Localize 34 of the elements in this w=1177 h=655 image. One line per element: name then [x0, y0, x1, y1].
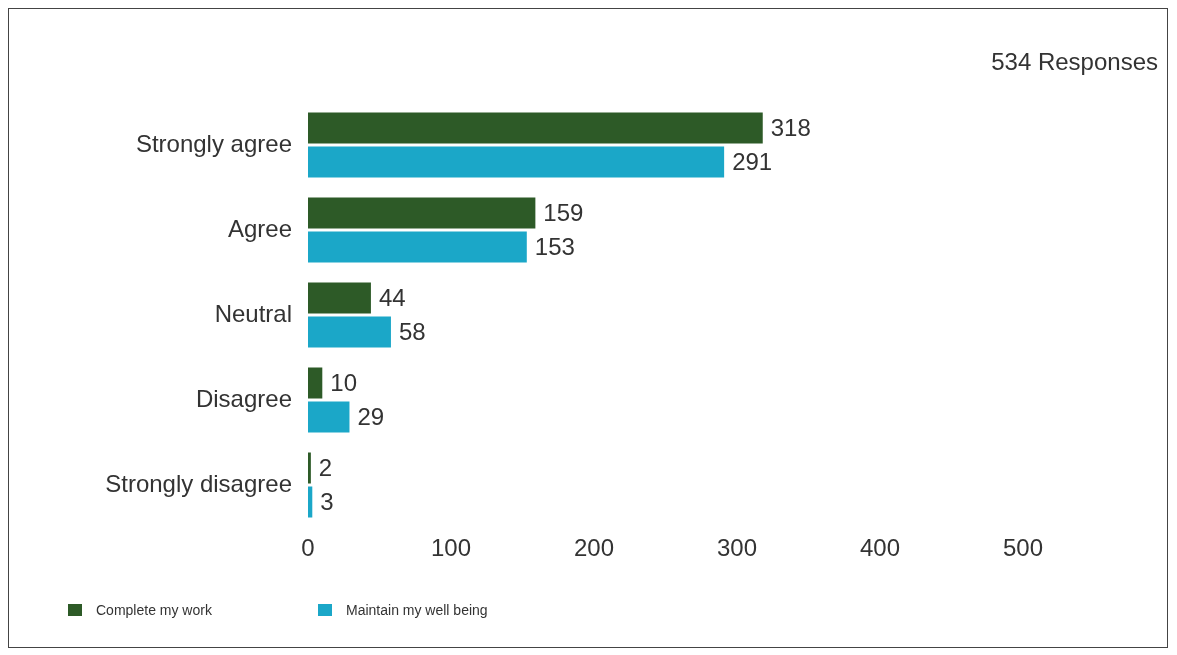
y-tick-label: Disagree [195, 384, 292, 412]
bar [308, 282, 371, 314]
bar [308, 197, 536, 229]
data-label: 3 [320, 487, 334, 515]
x-tick-label: 300 [716, 534, 758, 561]
bar [308, 367, 323, 399]
x-tick-label: 0 [301, 534, 315, 561]
data-label: 29 [357, 402, 385, 430]
bar [308, 112, 763, 144]
bar [308, 146, 725, 178]
data-label: 2 [318, 453, 333, 481]
data-label: 159 [543, 198, 584, 226]
bar [308, 401, 350, 433]
legend-label: Maintain my well being [346, 601, 488, 618]
data-label: 10 [330, 368, 357, 396]
y-tick-label: Agree [227, 214, 292, 242]
data-label: 153 [534, 232, 575, 260]
bar [308, 486, 313, 518]
legend-label: Complete my work [96, 601, 213, 618]
y-tick-label: Strongly agree [135, 129, 292, 157]
x-tick-label: 100 [430, 534, 472, 561]
y-tick-label: Neutral [214, 299, 292, 327]
data-label: 58 [398, 317, 426, 345]
bar [308, 452, 311, 484]
x-tick-label: 200 [573, 534, 615, 561]
bar [308, 316, 391, 348]
y-tick-label: Strongly disagree [105, 469, 292, 497]
x-tick-label: 400 [859, 534, 901, 561]
data-label: 291 [732, 147, 773, 175]
data-label: 44 [378, 283, 406, 311]
x-tick-label: 500 [1002, 534, 1044, 561]
data-label: 318 [770, 113, 811, 141]
bar [308, 231, 527, 263]
text: 534 Responses [991, 48, 1158, 75]
